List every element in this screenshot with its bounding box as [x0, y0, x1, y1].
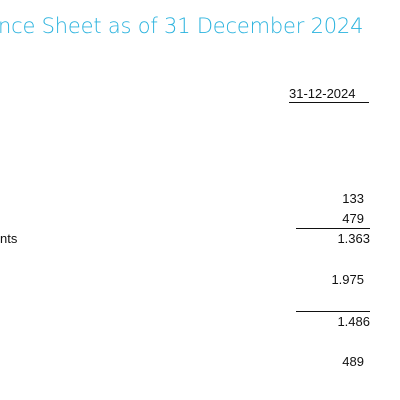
value-row-6: 489 [342, 354, 364, 369]
value-row-4: 1.975 [331, 272, 364, 287]
row-label-3: nts [0, 231, 18, 246]
value-row-5-subtotal: 1.486 [296, 311, 370, 329]
value-row-2: 479 [342, 211, 364, 226]
value-row-1: 133 [342, 191, 364, 206]
column-header-date: 31-12-2024 [289, 87, 369, 103]
page-title: nce Sheet as of 31 December 2024 [0, 14, 364, 38]
value-row-3-subtotal: 1.363 [296, 228, 370, 246]
